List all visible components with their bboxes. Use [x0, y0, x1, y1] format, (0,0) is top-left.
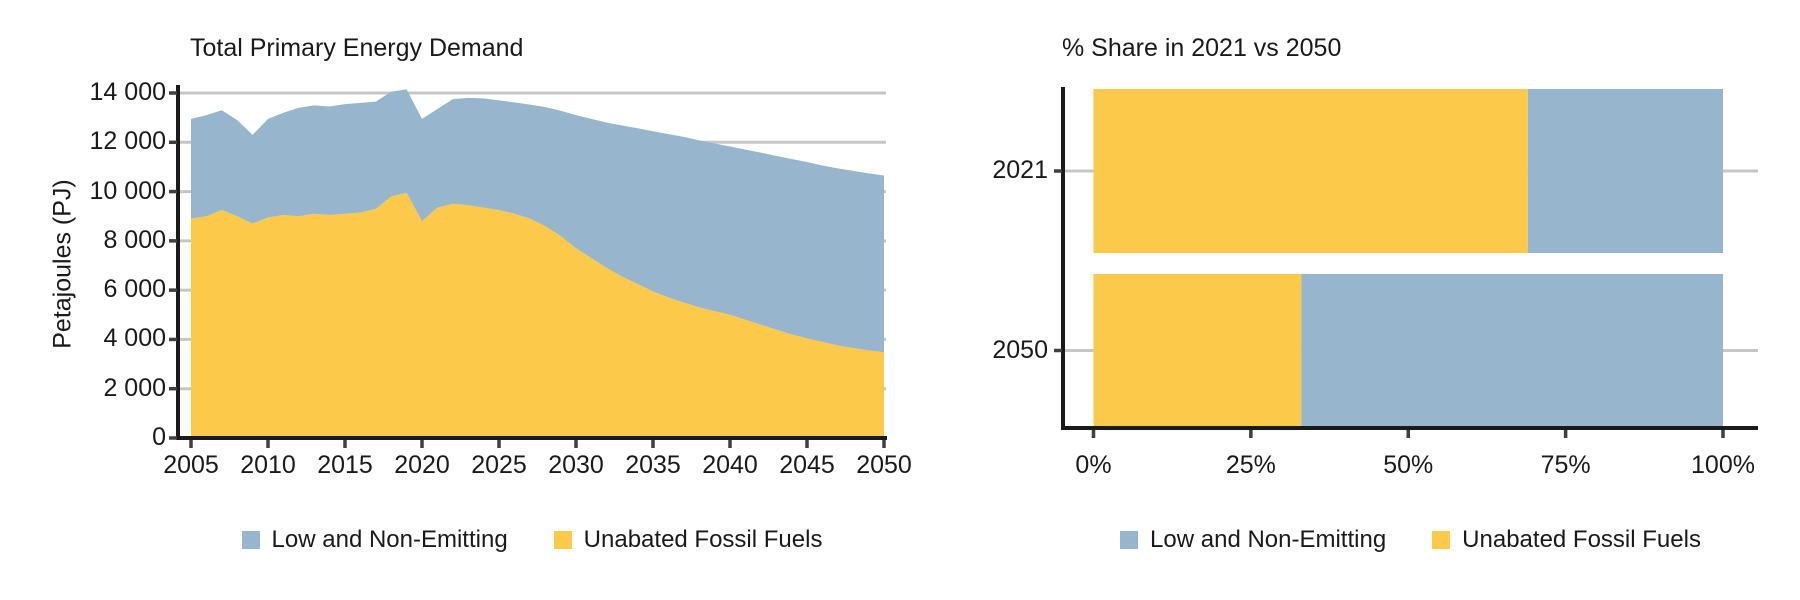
area-chart-y-tick-label: 4 000 [103, 324, 166, 353]
area-chart-y-tick-label: 2 000 [103, 373, 166, 402]
legend-label-low-and-non-emitting: Low and Non-Emitting [271, 526, 508, 553]
legend-item-low-and-non-emitting: Low and Non-Emitting [241, 526, 508, 554]
bar-chart-x-tick-label: 25% [1225, 451, 1276, 479]
legend-swatch-unabated-fossil-fuels [1432, 531, 1451, 549]
area-chart-y-tick-label: 8 000 [103, 225, 166, 254]
area-chart-title: Total Primary Energy Demand [190, 34, 524, 62]
bar-chart-y-tick-label: 2021 [992, 156, 1048, 184]
legend-label-unabated-fossil-fuels: Unabated Fossil Fuels [583, 526, 823, 553]
area-chart-x-tick-label: 2015 [317, 451, 373, 479]
area-chart-y-tick-label: 12 000 [89, 127, 166, 156]
bar-chart-x-tick-label: 100% [1691, 451, 1755, 479]
legend-item-unabated-fossil-fuels: Unabated Fossil Fuels [1432, 526, 1701, 554]
bar-chart-x-tick-label: 50% [1383, 451, 1434, 479]
area-chart-y-tick-label: 10 000 [89, 176, 166, 205]
legend-item-low-and-non-emitting: Low and Non-Emitting [1120, 526, 1386, 554]
bar-chart-y-tick-label: 2050 [992, 335, 1048, 364]
area-chart-x-tick-label: 2020 [394, 451, 450, 479]
legend-swatch-low-and-non-emitting [241, 531, 260, 549]
area-chart-y-tick-label: 0 [152, 423, 166, 451]
area-chart-x-tick-label: 2025 [471, 451, 527, 479]
area-chart-x-tick-label: 2005 [163, 451, 219, 479]
bar-chart-x-tick-label: 0% [1075, 451, 1112, 479]
area-chart-y-tick-label: 6 000 [103, 275, 166, 304]
area-chart-x-tick-label: 2045 [779, 451, 835, 479]
area-chart-x-tick-label: 2010 [240, 451, 296, 479]
area-chart-x-tick-label: 2040 [702, 451, 758, 479]
legend-label-unabated-fossil-fuels: Unabated Fossil Fuels [1462, 526, 1701, 553]
legend-item-unabated-fossil-fuels: Unabated Fossil Fuels [553, 526, 823, 554]
legend-swatch-unabated-fossil-fuels [553, 531, 572, 549]
legend-swatch-low-and-non-emitting [1120, 531, 1139, 549]
bar-chart-legend: Low and Non-Emitting Unabated Fossil Fue… [1063, 526, 1758, 554]
area-chart-legend: Low and Non-Emitting Unabated Fossil Fue… [178, 526, 886, 554]
bar-chart-title: % Share in 2021 vs 2050 [1062, 34, 1342, 62]
bar-chart-x-tick-label: 75% [1540, 451, 1591, 479]
area-chart-y-tick-label: 14 000 [89, 78, 166, 106]
area-chart-x-tick-label: 2035 [625, 451, 681, 479]
area-chart-x-tick-label: 2050 [856, 451, 912, 479]
area-chart-y-axis-title: Petajoules (PJ) [48, 179, 77, 349]
legend-label-low-and-non-emitting: Low and Non-Emitting [1150, 526, 1387, 553]
area-chart-x-tick-label: 2030 [548, 451, 604, 479]
